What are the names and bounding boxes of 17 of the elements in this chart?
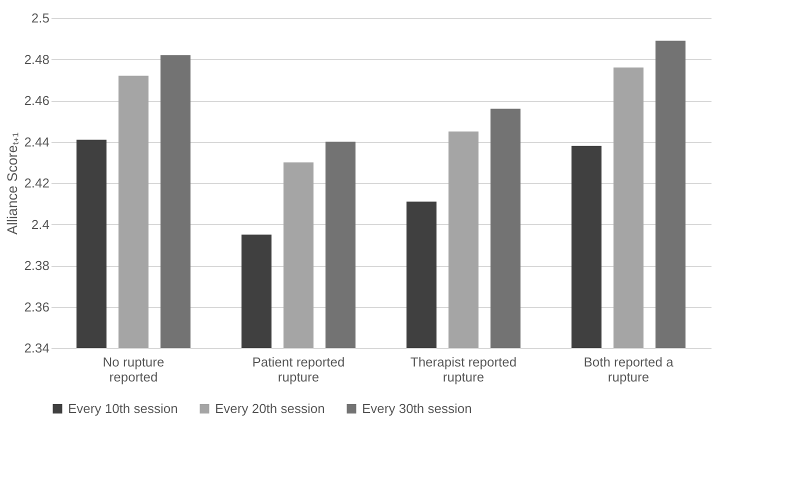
y-axis-title: Alliance Scoreₜ₊₁ — [4, 132, 20, 235]
y-tick-label: 2.36 — [24, 299, 50, 314]
x-tick-label: Therapist reported rupture — [410, 354, 517, 384]
y-tick-label: 2.48 — [24, 52, 50, 67]
y-tick-label: 2.46 — [24, 93, 50, 108]
x-tick-label: Both reported a rupture — [584, 354, 674, 384]
x-tick-label: Patient reported rupture — [252, 354, 345, 384]
y-tick-label: 2.4 — [31, 216, 50, 232]
y-tick-label: 2.5 — [31, 10, 50, 26]
y-tick-label: 2.38 — [24, 258, 50, 273]
y-tick-label: 2.44 — [24, 134, 50, 150]
y-tick-label: 2.34 — [24, 340, 50, 356]
legend-label: Every 30th session — [362, 400, 472, 416]
x-tick-label: No rupture reported — [102, 354, 164, 384]
legend-label: Every 10th session — [68, 400, 178, 416]
y-tick-label: 2.42 — [24, 176, 50, 190]
legend-label: Every 20th session — [215, 400, 325, 416]
